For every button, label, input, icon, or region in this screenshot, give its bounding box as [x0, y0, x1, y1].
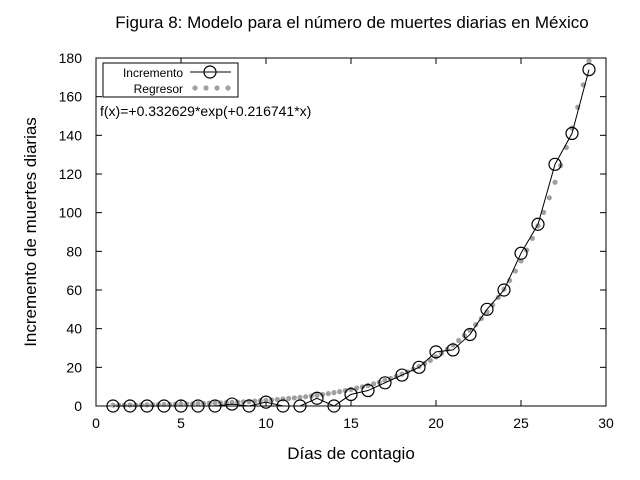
x-axis-label: Días de contagio [287, 444, 415, 463]
incremento-point [123, 399, 137, 413]
regresor-point [337, 389, 343, 395]
incremento-point [191, 399, 205, 413]
incremento-point [548, 157, 562, 171]
incremento-point [276, 399, 290, 413]
y-tick-label: 20 [66, 359, 82, 375]
y-tick-label: 120 [59, 166, 83, 182]
incremento-point [446, 343, 460, 357]
incremento-point [514, 246, 528, 260]
incremento-line [113, 69, 590, 407]
regresor-point [507, 277, 513, 284]
y-tick-label: 0 [74, 398, 82, 414]
legend: Incremento Regresor [102, 62, 239, 98]
x-tick-label: 20 [428, 415, 444, 431]
incremento-point [310, 391, 324, 405]
y-axis-label: Incremento de muertes diarias [21, 117, 40, 347]
incremento-point [225, 397, 239, 411]
regresor-point [342, 387, 348, 394]
incremento-point [412, 360, 426, 374]
legend-dot [225, 85, 231, 91]
regresor-point [178, 401, 184, 407]
incremento-point [259, 395, 273, 409]
x-tick-label: 0 [92, 415, 100, 431]
incremento-point [480, 302, 494, 316]
regresor-point [320, 391, 326, 398]
regresor-point [195, 401, 201, 407]
incremento-point [361, 383, 375, 398]
legend-dot [192, 85, 198, 91]
regresor-point [229, 399, 235, 405]
regresor-point [212, 400, 218, 406]
regresor-point [552, 179, 558, 185]
legend-dot [203, 85, 209, 91]
regresor-point [331, 390, 337, 396]
regresor-point [348, 386, 354, 392]
regresor-point [291, 395, 297, 401]
regresor-point [371, 381, 377, 387]
legend-dot [214, 85, 220, 91]
incremento-point [327, 399, 341, 413]
regresor-point [274, 396, 280, 403]
incremento-point [157, 399, 171, 413]
incremento-point [565, 126, 579, 140]
regresor-point [325, 390, 331, 397]
x-tick-label: 25 [513, 415, 529, 431]
regresor-point [297, 394, 303, 400]
incremento-point [463, 327, 477, 342]
incremento-point [140, 399, 154, 413]
y-tick-label: 60 [66, 282, 82, 298]
regresor-point [541, 209, 547, 215]
x-tick-label: 30 [598, 415, 614, 431]
incremento-point [378, 376, 392, 390]
y-tick-label: 40 [66, 321, 82, 337]
incremento-point [106, 399, 120, 413]
incremento-point [531, 217, 545, 231]
y-tick-label: 80 [66, 243, 82, 259]
regresor-point [359, 384, 365, 390]
legend-marker-regresor [192, 85, 231, 91]
regresor-point [433, 354, 439, 360]
y-tick-label: 180 [59, 50, 83, 66]
fit-annotation: f(x)=+0.332629*exp(+0.216741*x) [100, 103, 311, 119]
regresor-point [110, 402, 116, 408]
incremento-point [208, 399, 222, 413]
y-tick-label: 140 [59, 127, 83, 143]
chart-title: Figura 8: Modelo para el número de muert… [115, 13, 588, 32]
incremento-point [429, 345, 443, 359]
regresor-point [286, 395, 292, 402]
legend-label-regresor: Regresor [134, 82, 183, 96]
regresor-point [586, 58, 592, 64]
incremento-point [344, 387, 358, 401]
regresor-point [127, 402, 133, 408]
regresor-point [240, 399, 246, 405]
incremento-point [293, 399, 307, 413]
x-tick-label: 15 [343, 415, 359, 431]
incremento-point [174, 399, 188, 413]
regresor-point [303, 394, 309, 400]
legend-label-incremento: Incremento [123, 66, 183, 80]
regresor-point [263, 397, 269, 403]
legend-marker-incremento [203, 65, 217, 79]
incremento-point [497, 283, 511, 297]
regresor-point [314, 392, 320, 398]
regresor-point [512, 268, 518, 274]
regresor-point [546, 195, 552, 201]
regresor-point [427, 357, 433, 363]
regresor-point [456, 337, 462, 344]
incremento-point [395, 368, 409, 382]
incremento-point [582, 62, 596, 77]
y-tick-label: 160 [59, 89, 83, 105]
regresor-point [450, 342, 456, 348]
regresor-point [422, 360, 428, 367]
x-tick-label: 10 [258, 415, 274, 431]
x-tick-label: 5 [177, 415, 185, 431]
y-tick-label: 100 [59, 205, 83, 221]
incremento-point [242, 399, 256, 413]
regresor-point [144, 402, 150, 408]
